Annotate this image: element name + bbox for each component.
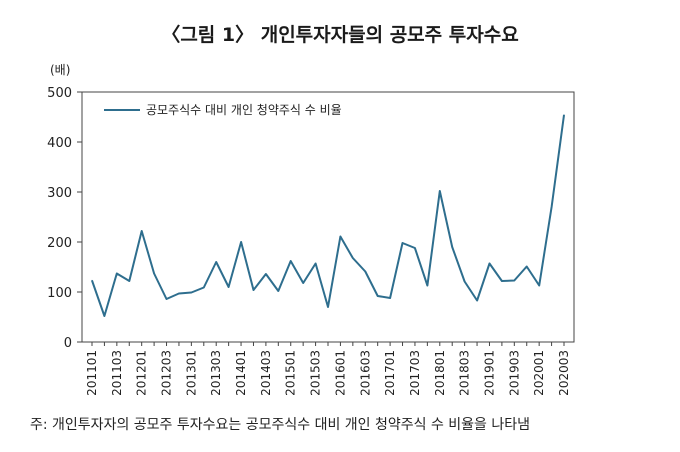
data-point	[526, 265, 528, 268]
data-point	[352, 257, 354, 259]
x-tick-label: 201603	[358, 350, 372, 396]
data-point	[103, 315, 106, 317]
x-tick-label: 201301	[184, 350, 198, 396]
data-point	[476, 299, 478, 302]
data-point	[91, 279, 93, 282]
data-point	[228, 286, 230, 288]
data-point	[190, 291, 192, 294]
data-point	[339, 235, 342, 238]
y-axis-unit: (배)	[50, 63, 70, 77]
x-tick-label: 201101	[85, 350, 99, 396]
data-point	[128, 280, 130, 282]
data-point	[215, 261, 217, 263]
x-tick-label: 201503	[309, 350, 323, 396]
series-line	[91, 114, 565, 317]
x-tick-label: 201801	[433, 350, 447, 396]
data-point	[501, 280, 503, 282]
data-point	[203, 286, 205, 289]
data-point	[538, 284, 540, 287]
y-tick-label: 200	[47, 236, 72, 251]
data-point	[165, 298, 168, 300]
x-tick-label: 201501	[284, 350, 298, 396]
x-tick-label: 201601	[333, 350, 347, 396]
legend-label: 공모주식수 대비 개인 청약주식 수 비율	[146, 102, 342, 117]
data-point	[265, 273, 267, 275]
data-point	[302, 282, 304, 284]
x-tick-label: 201203	[160, 350, 174, 396]
x-tick-label: 201903	[507, 350, 521, 396]
x-tick-label: 201901	[482, 350, 496, 396]
data-point	[364, 270, 366, 273]
data-point	[488, 262, 491, 265]
x-tick-label: 201703	[408, 350, 422, 396]
data-point	[563, 114, 565, 116]
series-layer	[91, 114, 565, 317]
x-tick-label: 201401	[234, 350, 248, 396]
data-point	[327, 306, 329, 308]
data-point	[513, 279, 515, 282]
x-tick-label: 201201	[135, 350, 149, 396]
data-point	[439, 190, 441, 192]
x-tick-label: 201103	[110, 350, 124, 396]
x-tick-label: 201303	[209, 350, 223, 396]
x-tick-label: 202001	[532, 350, 546, 396]
x-axis: 201101 201103 201201 201203 201301 201303 2014…	[85, 342, 571, 396]
data-point	[464, 280, 466, 283]
data-point	[141, 230, 143, 232]
data-point	[252, 289, 255, 291]
y-tick-label: 300	[47, 186, 72, 201]
x-tick-label: 201403	[259, 350, 273, 396]
data-point	[314, 262, 317, 265]
data-point	[389, 297, 391, 299]
data-point	[401, 242, 404, 244]
legend: 공모주식수 대비 개인 청약주식 수 비율	[104, 102, 342, 117]
y-tick-label: 0	[64, 336, 72, 351]
data-point	[426, 284, 428, 287]
chart-title: 〈그림 1〉 개인투자자들의 공모주 투자수요	[161, 24, 519, 46]
y-tick-label: 100	[47, 286, 72, 301]
y-axis: 0 100 200 300 400 500	[47, 86, 82, 351]
data-point	[178, 292, 180, 295]
x-tick-label: 201803	[458, 350, 472, 396]
y-tick-label: 500	[47, 86, 72, 101]
x-tick-label: 201701	[383, 350, 397, 396]
x-tick-label: 202003	[557, 350, 571, 396]
data-point	[240, 241, 242, 243]
data-point	[116, 272, 118, 275]
data-point	[550, 206, 553, 208]
data-point	[377, 295, 379, 297]
footnote: 주: 개인투자자의 공모주 투자수요는 공모주식수 대비 개인 청약주식 수 비…	[30, 417, 531, 433]
data-point	[153, 272, 155, 275]
data-point	[414, 247, 416, 249]
data-point	[290, 260, 292, 262]
y-tick-label: 400	[47, 136, 72, 151]
data-point	[451, 246, 453, 248]
data-point	[277, 290, 279, 292]
